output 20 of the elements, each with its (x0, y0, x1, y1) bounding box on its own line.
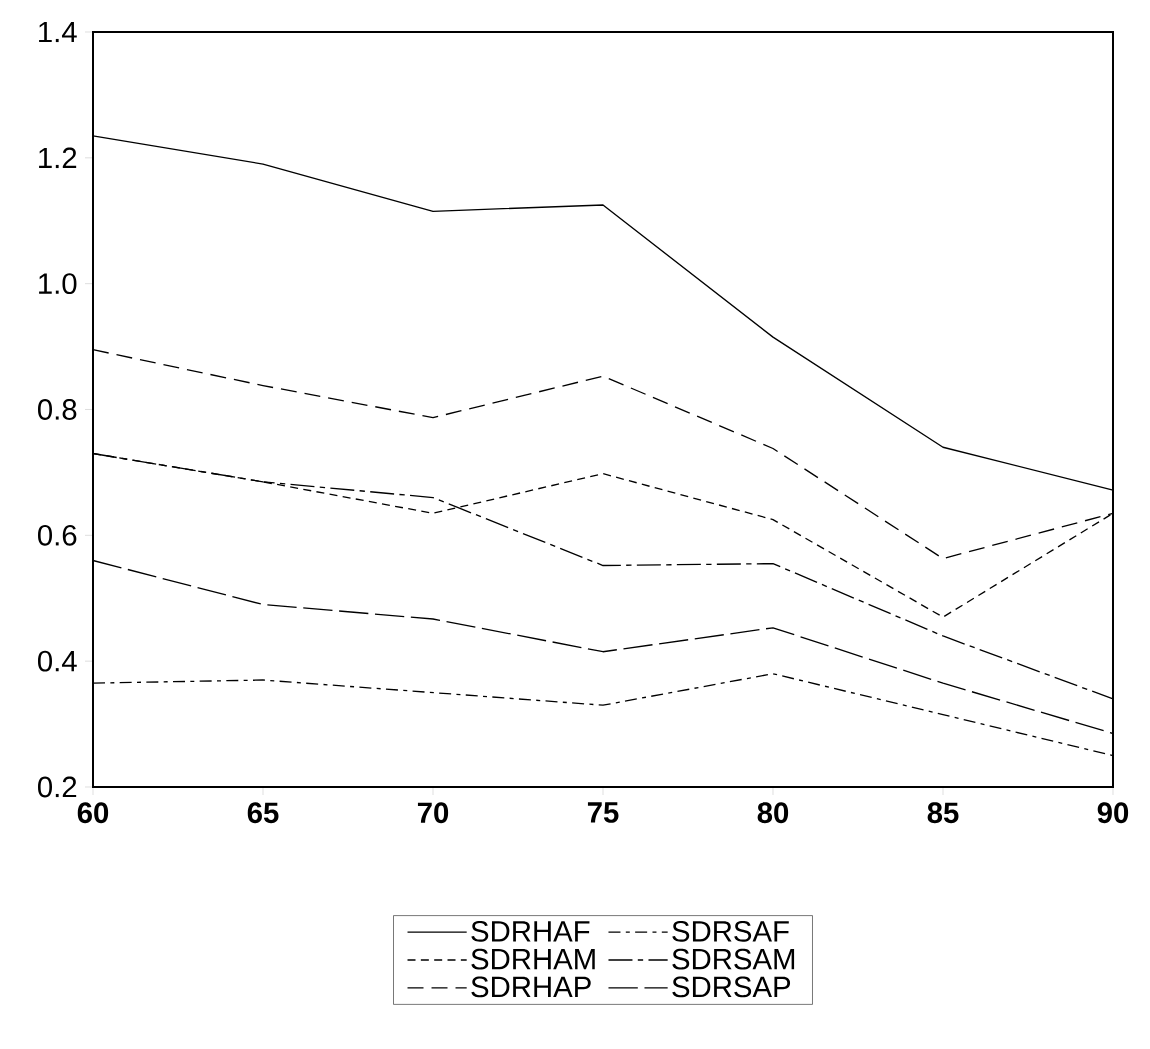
y-tick-label: 1.4 (39, 21, 77, 43)
x-tick-label: 70 (417, 802, 449, 824)
y-tick-label: 0.6 (38, 524, 77, 546)
y-tick-label: 1.2 (39, 147, 77, 169)
x-tick-label: 65 (247, 802, 279, 824)
legend-label: SDRHAP (471, 976, 591, 998)
x-tick-label: 60 (77, 802, 109, 824)
y-tick-label: 0.4 (38, 650, 77, 672)
y-tick-label: 0.8 (38, 399, 77, 420)
y-tick-label: 0.2 (38, 776, 77, 798)
legend-label: SDRHAM (471, 948, 595, 970)
x-tick-label: 85 (927, 802, 959, 824)
legend-label: SDRSAM (672, 948, 795, 970)
x-tick-label: 80 (757, 802, 789, 824)
y-tick-label: 1.0 (39, 273, 77, 295)
legend-label: SDRHAF (471, 920, 590, 942)
legend-label: SDRSAF (672, 920, 789, 942)
x-tick-label: 75 (587, 802, 619, 823)
legend-label: SDRSAP (672, 976, 791, 998)
x-tick-label: 90 (1097, 802, 1129, 824)
